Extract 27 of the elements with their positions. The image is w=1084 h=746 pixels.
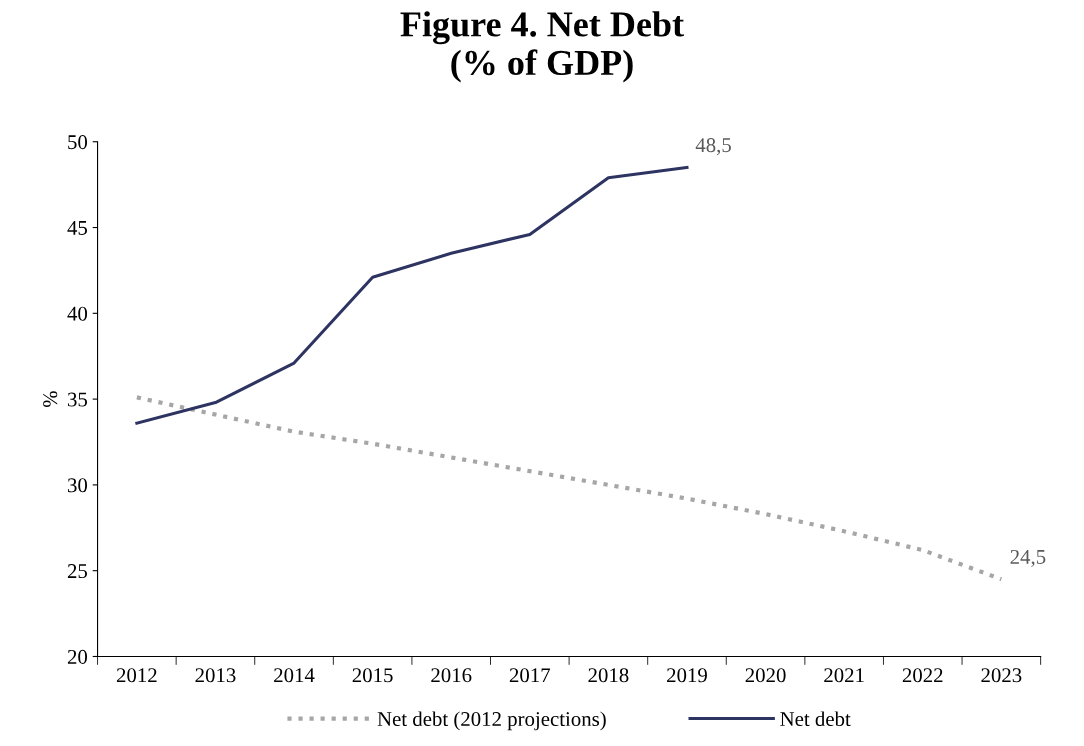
y-tick-label: 35 [68,392,88,407]
x-tick-label: 2021 [824,668,864,683]
legend-label: Net debt [780,711,851,727]
x-tick-label: 2018 [588,668,629,683]
line-series [134,395,1004,582]
x-tick-label: 2022 [902,668,943,683]
x-tick-label: 2012 [116,668,157,683]
x-tick-label: 2015 [352,668,393,683]
y-tick-label: 45 [67,221,88,235]
y-tick-label: 40 [67,306,88,321]
x-tick-label: 2017 [509,668,551,683]
x-tick-label: 2019 [667,668,707,683]
x-tick-label: 2016 [431,668,472,683]
y-axis-title: % [43,391,58,408]
y-tick-label: 20 [67,649,88,664]
x-tick-label: 2020 [745,668,786,683]
chart-title: Figure 4. Net Debt (% of GDP) [400,11,684,83]
x-tick-label: 2014 [274,668,315,683]
line-series [135,165,689,425]
x-tick-label: 2023 [981,668,1022,683]
y-tick-label: 25 [67,564,88,579]
y-tick-label: 30 [68,478,88,493]
data-label: 24,5 [1010,549,1046,567]
legend-label: Net debt (2012 projections) [377,711,606,731]
data-label: 48,5 [695,138,731,156]
x-tick-label: 2013 [195,668,236,683]
y-tick-label: 50 [68,135,88,150]
